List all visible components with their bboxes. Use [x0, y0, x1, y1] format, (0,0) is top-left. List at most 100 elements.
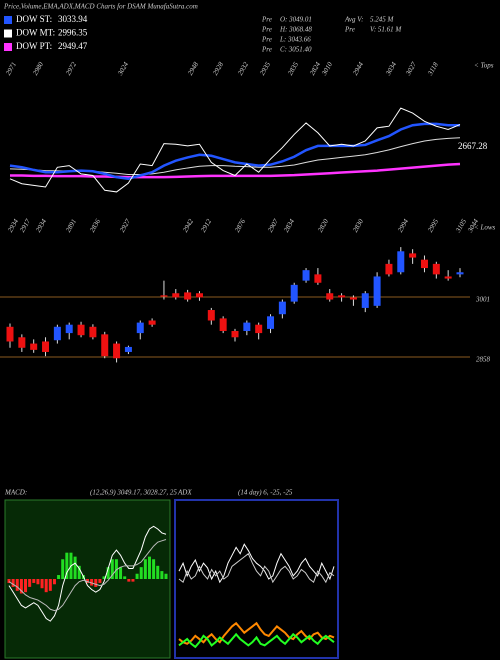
histogram-bar [102, 576, 106, 579]
candle-body [420, 259, 428, 269]
histogram-bar [86, 579, 89, 583]
candle-body [267, 316, 275, 329]
top-label: 3034 [384, 60, 399, 77]
top-label: 3027 [404, 60, 419, 77]
legend-swatch [4, 29, 12, 38]
histogram-bar [15, 579, 19, 591]
histogram-bar [98, 579, 102, 583]
candle-body [113, 343, 121, 359]
pane [174, 499, 339, 659]
candle-body [148, 320, 156, 325]
top-label: 3010 [320, 60, 335, 77]
lows-label: < Lows [474, 224, 496, 232]
candle-body [444, 276, 452, 279]
histogram-bar [110, 559, 114, 579]
candle-body [338, 295, 346, 298]
histogram-bar [28, 579, 32, 587]
top-label: 3024 [116, 60, 131, 77]
histogram-bar [7, 579, 11, 583]
candle-body [195, 293, 203, 298]
top-label: 2835 [286, 60, 300, 77]
legend-value: 2949.47 [58, 41, 88, 51]
top-label: 2972 [64, 60, 78, 77]
info-label: Pre [261, 16, 272, 24]
histogram-bar [139, 567, 143, 579]
candle-body [409, 253, 417, 258]
legend-name: DOW MT: [16, 28, 55, 38]
legend-value: 2996.35 [58, 28, 88, 38]
info-label: Pre [344, 26, 355, 34]
info-label: Avg V: [344, 16, 363, 24]
top-label: 2980 [31, 60, 45, 77]
low-label: 2891 [64, 218, 78, 234]
candle-body [361, 293, 369, 308]
top-label: 2944 [351, 60, 365, 77]
candle-body [77, 324, 85, 336]
histogram-bar [127, 579, 131, 582]
ema-line [9, 122, 460, 181]
adx-line [178, 632, 335, 649]
histogram-bar [147, 556, 151, 579]
top-label: 2932 [236, 60, 250, 77]
low-label: 2820 [316, 217, 330, 234]
top-label: 2824 [308, 60, 322, 77]
histogram-bar [131, 579, 135, 582]
info-value: L: 3043.66 [279, 36, 311, 44]
histogram-bar [90, 579, 94, 586]
low-label: 2907 [266, 217, 280, 234]
candle-body [124, 346, 132, 352]
histogram-bar [40, 579, 44, 589]
histogram-bar [57, 575, 61, 579]
tops-label: < Tops [474, 62, 494, 70]
low-label: 2917 [18, 217, 32, 234]
candle-body [53, 326, 61, 341]
histogram-bar [61, 559, 65, 579]
candle-body [314, 274, 322, 283]
top-label: 2928 [211, 60, 225, 77]
low-label: 2942 [181, 217, 195, 234]
close-line [9, 107, 461, 193]
histogram-bar [94, 579, 98, 587]
legend-swatch [4, 43, 12, 51]
macd-line [8, 539, 167, 612]
candle-body [207, 310, 215, 321]
histogram-bar [77, 565, 81, 579]
candle-body [18, 337, 26, 348]
histogram-bar [24, 579, 28, 593]
histogram-bar [36, 579, 40, 585]
histogram-bar [106, 567, 110, 579]
candle-body [385, 263, 393, 275]
macd-line [8, 525, 167, 622]
histogram-bar [52, 579, 56, 585]
candle-body [219, 318, 227, 331]
chart-title: Price,Volume,EMA,ADX,MACD Charts for DSA… [3, 3, 198, 11]
legend-name: DOW PT: [16, 41, 52, 51]
candle-body [65, 324, 73, 334]
top-label: 2935 [258, 60, 272, 77]
candle-body [397, 251, 405, 273]
histogram-bar [32, 579, 36, 583]
candle-body [42, 341, 50, 352]
candle-body [290, 284, 298, 302]
top-label: 2971 [4, 61, 18, 77]
candle-body [6, 326, 14, 342]
legend-name: DOW ST: [16, 14, 52, 24]
candle-body [231, 330, 239, 338]
histogram-bar [48, 579, 52, 591]
low-label: 2934 [34, 217, 48, 234]
histogram-bar [65, 552, 69, 579]
low-label: 3105 [454, 217, 469, 234]
histogram-bar [19, 579, 23, 594]
histogram-bar [143, 559, 147, 579]
histogram-bar [44, 579, 48, 593]
candle-body [89, 326, 97, 338]
candle-body [432, 263, 440, 275]
candle-body [160, 295, 168, 297]
adx-line [178, 552, 335, 584]
candle-body [101, 334, 109, 357]
low-label: 2934 [6, 217, 20, 234]
info-label: Pre [261, 46, 272, 54]
info-value: 5.245 M [370, 16, 395, 24]
histogram-bar [135, 573, 139, 579]
candle-body [30, 343, 38, 350]
